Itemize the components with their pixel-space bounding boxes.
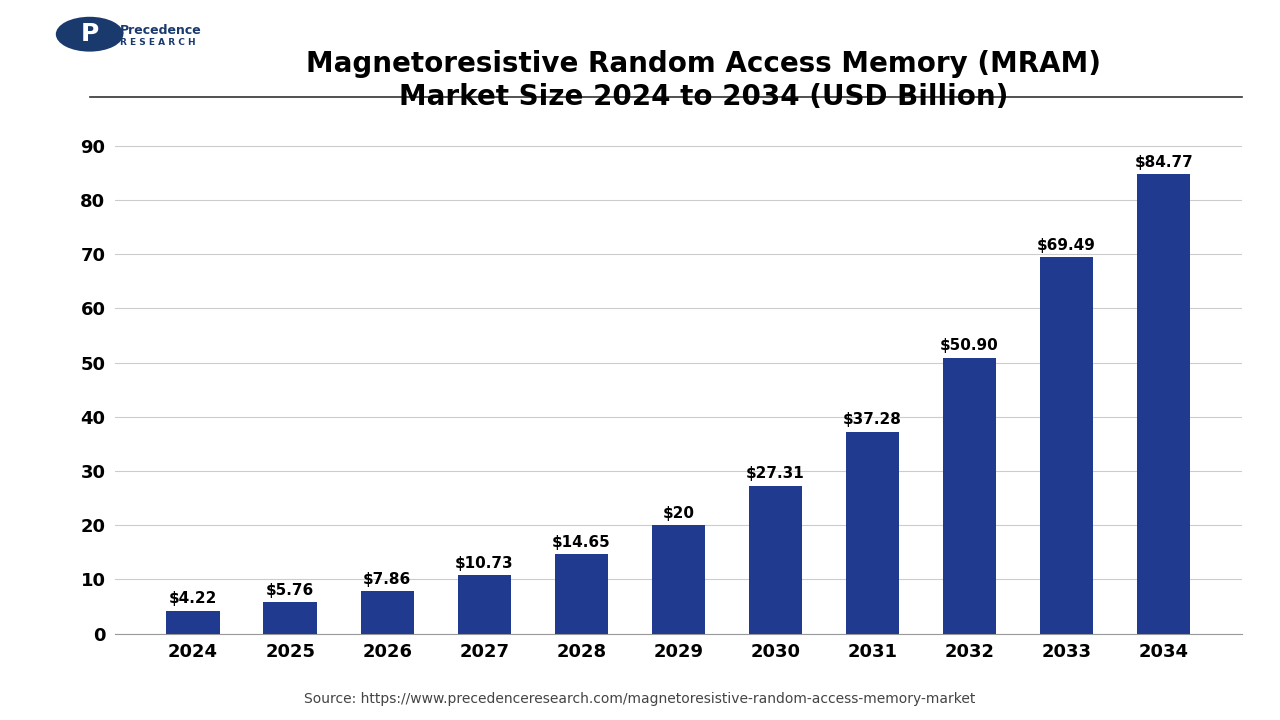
Bar	[1039, 257, 1093, 634]
Text: $84.77: $84.77	[1134, 155, 1193, 170]
Text: $20: $20	[663, 506, 694, 521]
Text: $50.90: $50.90	[941, 338, 998, 354]
Text: Source: https://www.precedenceresearch.com/magnetoresistive-random-access-memory: Source: https://www.precedenceresearch.c…	[305, 692, 975, 706]
Text: $10.73: $10.73	[454, 556, 513, 571]
Bar	[846, 431, 900, 634]
Polygon shape	[67, 18, 97, 38]
Bar	[1137, 174, 1190, 634]
Bar	[361, 591, 413, 634]
Bar	[457, 575, 511, 634]
Text: $37.28: $37.28	[844, 413, 902, 427]
Bar	[554, 554, 608, 634]
Text: $69.49: $69.49	[1037, 238, 1096, 253]
Text: $27.31: $27.31	[746, 467, 805, 481]
Bar	[652, 525, 705, 634]
Bar	[943, 358, 996, 634]
Text: $5.76: $5.76	[266, 583, 315, 598]
Text: R E S E A R C H: R E S E A R C H	[120, 37, 196, 47]
Circle shape	[56, 17, 123, 52]
Text: Precedence: Precedence	[120, 24, 202, 37]
Text: $4.22: $4.22	[169, 591, 218, 606]
Bar	[264, 603, 317, 634]
Bar	[749, 485, 803, 634]
Text: P: P	[81, 22, 99, 46]
Text: $7.86: $7.86	[364, 572, 411, 587]
Text: $14.65: $14.65	[552, 535, 611, 550]
Text: Magnetoresistive Random Access Memory (MRAM)
Market Size 2024 to 2034 (USD Billi: Magnetoresistive Random Access Memory (M…	[306, 50, 1102, 111]
Bar	[166, 611, 220, 634]
